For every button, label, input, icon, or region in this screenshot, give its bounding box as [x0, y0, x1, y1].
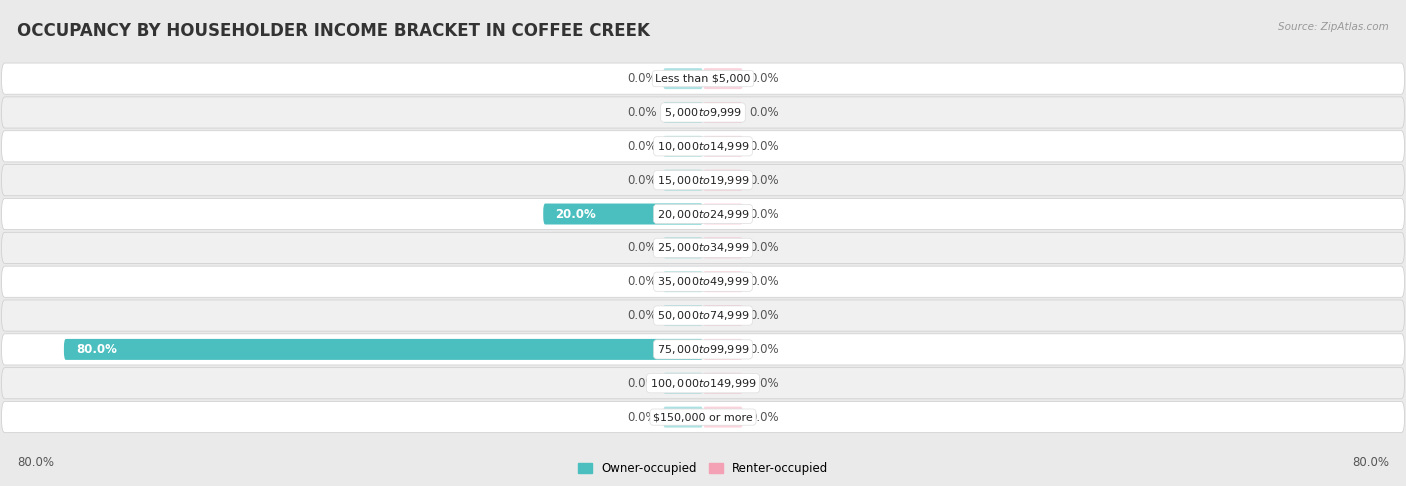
Text: 0.0%: 0.0%: [749, 309, 779, 322]
FancyBboxPatch shape: [63, 339, 703, 360]
FancyBboxPatch shape: [1, 368, 1405, 399]
FancyBboxPatch shape: [1, 232, 1405, 263]
Text: 0.0%: 0.0%: [627, 377, 657, 390]
FancyBboxPatch shape: [1, 97, 1405, 128]
FancyBboxPatch shape: [1, 131, 1405, 162]
Text: 0.0%: 0.0%: [627, 275, 657, 288]
FancyBboxPatch shape: [1, 165, 1405, 196]
FancyBboxPatch shape: [703, 68, 742, 89]
Legend: Owner-occupied, Renter-occupied: Owner-occupied, Renter-occupied: [572, 458, 834, 480]
FancyBboxPatch shape: [703, 204, 742, 225]
Text: 0.0%: 0.0%: [749, 208, 779, 221]
Text: $75,000 to $99,999: $75,000 to $99,999: [657, 343, 749, 356]
FancyBboxPatch shape: [664, 373, 703, 394]
Text: 0.0%: 0.0%: [627, 242, 657, 254]
FancyBboxPatch shape: [543, 204, 703, 225]
Text: $50,000 to $74,999: $50,000 to $74,999: [657, 309, 749, 322]
FancyBboxPatch shape: [703, 407, 742, 428]
Text: $15,000 to $19,999: $15,000 to $19,999: [657, 174, 749, 187]
FancyBboxPatch shape: [703, 136, 742, 157]
Text: $150,000 or more: $150,000 or more: [654, 412, 752, 422]
FancyBboxPatch shape: [664, 136, 703, 157]
Text: $25,000 to $34,999: $25,000 to $34,999: [657, 242, 749, 254]
Text: $100,000 to $149,999: $100,000 to $149,999: [650, 377, 756, 390]
Text: 0.0%: 0.0%: [749, 377, 779, 390]
Text: 0.0%: 0.0%: [749, 275, 779, 288]
FancyBboxPatch shape: [703, 271, 742, 292]
Text: Source: ZipAtlas.com: Source: ZipAtlas.com: [1278, 22, 1389, 32]
Text: 80.0%: 80.0%: [17, 456, 53, 469]
FancyBboxPatch shape: [1, 401, 1405, 433]
FancyBboxPatch shape: [703, 237, 742, 259]
FancyBboxPatch shape: [664, 305, 703, 326]
FancyBboxPatch shape: [703, 373, 742, 394]
Text: 0.0%: 0.0%: [627, 411, 657, 424]
FancyBboxPatch shape: [664, 68, 703, 89]
FancyBboxPatch shape: [664, 237, 703, 259]
FancyBboxPatch shape: [703, 170, 742, 191]
FancyBboxPatch shape: [664, 102, 703, 123]
Text: 0.0%: 0.0%: [627, 174, 657, 187]
Text: 0.0%: 0.0%: [749, 174, 779, 187]
FancyBboxPatch shape: [1, 266, 1405, 297]
Text: 80.0%: 80.0%: [76, 343, 117, 356]
FancyBboxPatch shape: [1, 334, 1405, 365]
FancyBboxPatch shape: [703, 102, 742, 123]
Text: 0.0%: 0.0%: [627, 309, 657, 322]
Text: $35,000 to $49,999: $35,000 to $49,999: [657, 275, 749, 288]
FancyBboxPatch shape: [1, 198, 1405, 229]
Text: 80.0%: 80.0%: [1353, 456, 1389, 469]
Text: 0.0%: 0.0%: [749, 106, 779, 119]
FancyBboxPatch shape: [664, 407, 703, 428]
FancyBboxPatch shape: [1, 63, 1405, 94]
Text: $10,000 to $14,999: $10,000 to $14,999: [657, 140, 749, 153]
Text: 0.0%: 0.0%: [749, 140, 779, 153]
Text: 0.0%: 0.0%: [749, 72, 779, 85]
Text: OCCUPANCY BY HOUSEHOLDER INCOME BRACKET IN COFFEE CREEK: OCCUPANCY BY HOUSEHOLDER INCOME BRACKET …: [17, 22, 650, 40]
Text: 0.0%: 0.0%: [627, 106, 657, 119]
Text: 0.0%: 0.0%: [627, 72, 657, 85]
Text: 0.0%: 0.0%: [627, 140, 657, 153]
Text: 20.0%: 20.0%: [555, 208, 596, 221]
Text: 0.0%: 0.0%: [749, 411, 779, 424]
Text: $5,000 to $9,999: $5,000 to $9,999: [664, 106, 742, 119]
FancyBboxPatch shape: [664, 271, 703, 292]
FancyBboxPatch shape: [664, 170, 703, 191]
FancyBboxPatch shape: [703, 339, 742, 360]
Text: 0.0%: 0.0%: [749, 343, 779, 356]
Text: $20,000 to $24,999: $20,000 to $24,999: [657, 208, 749, 221]
Text: Less than $5,000: Less than $5,000: [655, 73, 751, 84]
FancyBboxPatch shape: [703, 305, 742, 326]
Text: 0.0%: 0.0%: [749, 242, 779, 254]
FancyBboxPatch shape: [1, 300, 1405, 331]
